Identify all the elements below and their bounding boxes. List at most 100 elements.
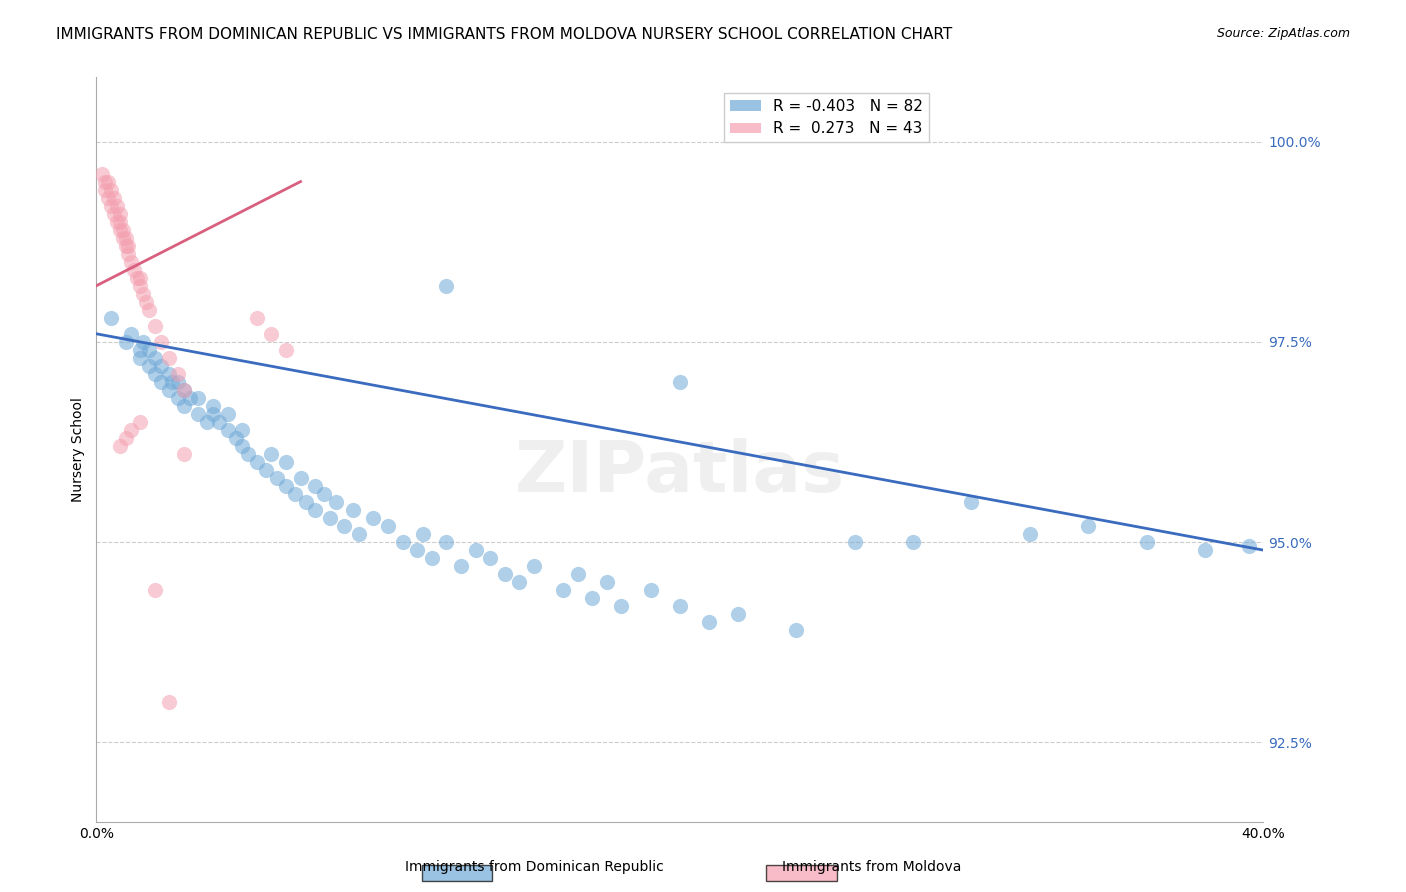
- Point: [342, 503, 364, 517]
- Point: [173, 383, 195, 397]
- Point: [960, 495, 983, 509]
- Point: [114, 334, 136, 349]
- Text: Immigrants from Moldova: Immigrants from Moldova: [782, 860, 962, 874]
- Point: [195, 415, 218, 429]
- Point: [157, 351, 180, 365]
- Point: [127, 270, 149, 285]
- Point: [114, 431, 136, 445]
- Point: [450, 559, 472, 574]
- Point: [187, 407, 209, 421]
- Point: [187, 391, 209, 405]
- Point: [347, 527, 370, 541]
- Point: [97, 175, 120, 189]
- Point: [167, 367, 190, 381]
- Point: [94, 175, 117, 189]
- Point: [697, 615, 720, 630]
- Point: [236, 447, 259, 461]
- Point: [120, 326, 142, 341]
- Point: [135, 294, 157, 309]
- Point: [103, 206, 125, 220]
- Point: [436, 535, 458, 549]
- Point: [464, 543, 486, 558]
- Point: [260, 447, 283, 461]
- Point: [391, 535, 413, 549]
- Point: [901, 535, 924, 549]
- Point: [668, 375, 690, 389]
- Point: [844, 535, 866, 549]
- Point: [217, 423, 239, 437]
- Point: [111, 230, 134, 244]
- Point: [173, 399, 195, 413]
- Point: [108, 439, 131, 453]
- Point: [640, 583, 662, 598]
- Point: [138, 359, 160, 373]
- Point: [436, 278, 458, 293]
- Text: IMMIGRANTS FROM DOMINICAN REPUBLIC VS IMMIGRANTS FROM MOLDOVA NURSERY SCHOOL COR: IMMIGRANTS FROM DOMINICAN REPUBLIC VS IM…: [56, 27, 952, 42]
- Point: [129, 278, 152, 293]
- Legend: R = -0.403   N = 82, R =  0.273   N = 43: R = -0.403 N = 82, R = 0.273 N = 43: [724, 93, 929, 143]
- Point: [319, 511, 342, 525]
- Point: [167, 375, 190, 389]
- Point: [208, 415, 231, 429]
- Point: [157, 695, 180, 709]
- Point: [100, 183, 122, 197]
- Y-axis label: Nursery School: Nursery School: [72, 398, 86, 502]
- Point: [304, 503, 326, 517]
- Point: [274, 455, 297, 469]
- Point: [406, 543, 429, 558]
- Point: [377, 519, 399, 533]
- Point: [100, 310, 122, 325]
- Point: [143, 583, 166, 598]
- Point: [129, 270, 152, 285]
- Point: [254, 463, 277, 477]
- Point: [138, 343, 160, 357]
- Point: [143, 351, 166, 365]
- Point: [1135, 535, 1157, 549]
- Point: [412, 527, 434, 541]
- Point: [420, 551, 443, 566]
- Point: [157, 383, 180, 397]
- Point: [246, 455, 269, 469]
- Point: [91, 167, 114, 181]
- Text: Immigrants from Dominican Republic: Immigrants from Dominican Republic: [405, 860, 664, 874]
- Point: [508, 575, 530, 590]
- Point: [129, 415, 152, 429]
- Point: [581, 591, 603, 606]
- Point: [596, 575, 619, 590]
- Point: [284, 487, 307, 501]
- Point: [132, 286, 155, 301]
- Point: [105, 214, 128, 228]
- Point: [785, 623, 807, 637]
- Point: [143, 367, 166, 381]
- Point: [117, 238, 139, 252]
- Point: [132, 334, 155, 349]
- Point: [103, 191, 125, 205]
- Point: [138, 302, 160, 317]
- Point: [610, 599, 633, 614]
- Point: [167, 391, 190, 405]
- Point: [246, 310, 269, 325]
- Point: [179, 391, 201, 405]
- Point: [117, 246, 139, 260]
- Point: [202, 399, 225, 413]
- Point: [149, 334, 172, 349]
- Point: [160, 375, 183, 389]
- Point: [225, 431, 247, 445]
- Point: [1237, 539, 1260, 553]
- Point: [217, 407, 239, 421]
- Point: [479, 551, 502, 566]
- Point: [129, 343, 152, 357]
- Text: ZIPatlas: ZIPatlas: [515, 438, 845, 507]
- Point: [325, 495, 347, 509]
- Point: [333, 519, 356, 533]
- Point: [551, 583, 574, 598]
- Point: [111, 222, 134, 236]
- Point: [129, 351, 152, 365]
- Point: [290, 471, 312, 485]
- Point: [202, 407, 225, 421]
- Point: [523, 559, 546, 574]
- Point: [567, 567, 589, 582]
- Point: [143, 318, 166, 333]
- Point: [114, 230, 136, 244]
- Point: [274, 479, 297, 493]
